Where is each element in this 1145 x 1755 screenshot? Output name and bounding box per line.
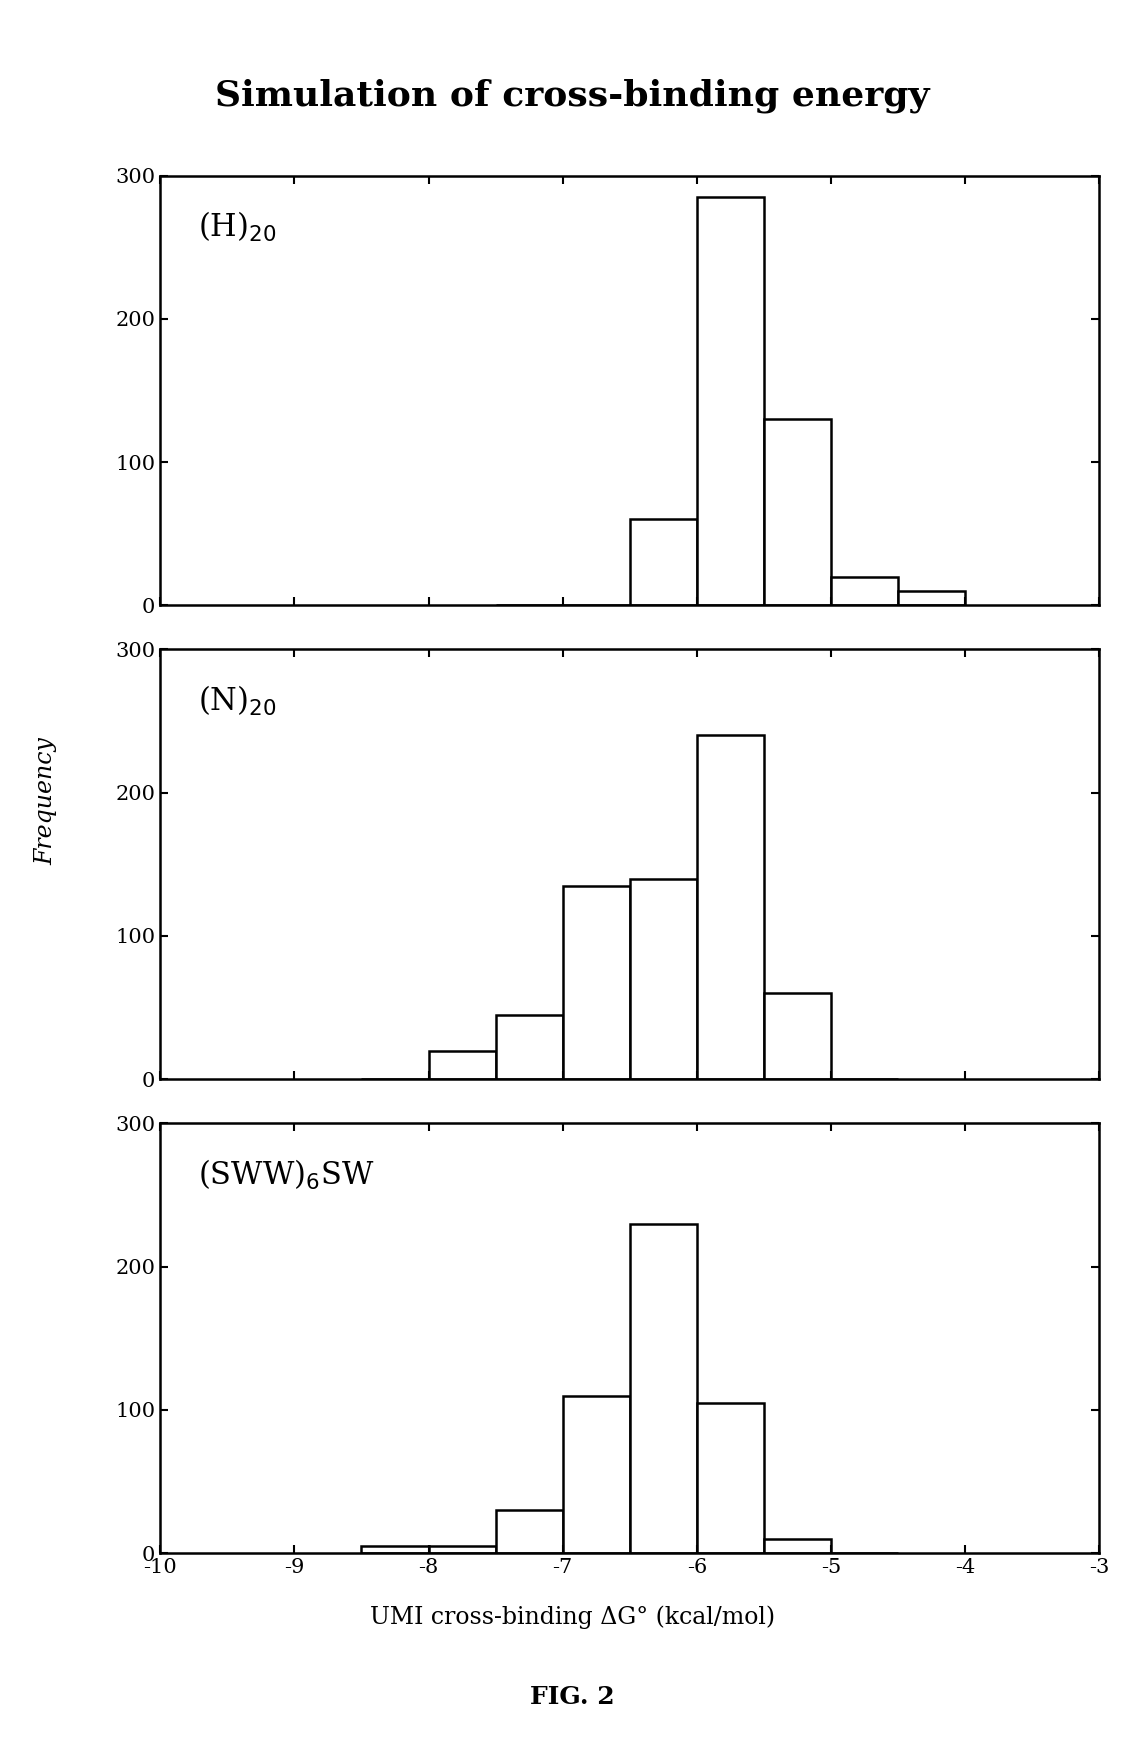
Text: FIG. 2: FIG. 2 — [530, 1685, 615, 1709]
Text: (N)$_{20}$: (N)$_{20}$ — [198, 684, 276, 718]
Bar — [764, 1539, 831, 1553]
Bar — [764, 419, 831, 605]
Bar — [496, 1509, 562, 1553]
Text: Frequency: Frequency — [34, 737, 57, 865]
Bar — [630, 1223, 697, 1553]
Bar — [697, 1402, 764, 1553]
Bar — [562, 1395, 630, 1553]
Bar — [428, 1546, 496, 1553]
Text: Simulation of cross-binding energy: Simulation of cross-binding energy — [215, 79, 930, 114]
Text: UMI cross-binding ΔG° (kcal/mol): UMI cross-binding ΔG° (kcal/mol) — [370, 1606, 775, 1629]
Bar — [362, 1546, 428, 1553]
Bar — [697, 735, 764, 1079]
Bar — [898, 591, 965, 605]
Bar — [428, 1051, 496, 1079]
Bar — [562, 886, 630, 1079]
Bar — [630, 519, 697, 605]
Bar — [697, 197, 764, 605]
Text: (SWW)$_6$SW: (SWW)$_6$SW — [198, 1158, 374, 1192]
Bar — [831, 577, 898, 605]
Bar — [496, 1014, 562, 1079]
Bar — [630, 879, 697, 1079]
Text: (H)$_{20}$: (H)$_{20}$ — [198, 211, 276, 244]
Bar — [764, 993, 831, 1079]
